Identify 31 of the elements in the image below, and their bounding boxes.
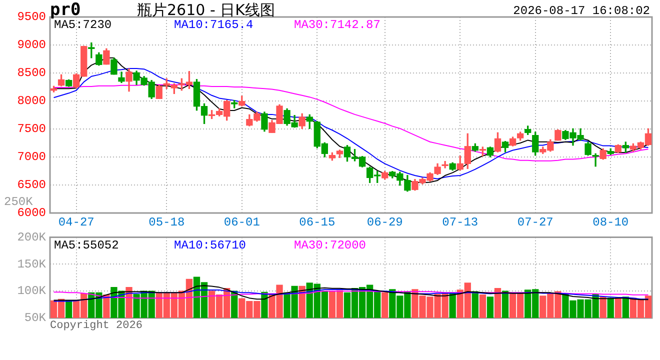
annotation: pr0 bbox=[50, 0, 81, 20]
x-tick-label: 06-15 bbox=[299, 215, 336, 230]
text: MA5:7230 bbox=[54, 18, 112, 32]
text: MA30:72000 bbox=[294, 238, 366, 252]
y-tick-label: 150K bbox=[17, 257, 47, 272]
y-tick-label: 50K bbox=[24, 311, 47, 326]
x-tick-label: 06-29 bbox=[366, 215, 403, 230]
y-tick-label: 7500 bbox=[17, 122, 46, 136]
x-tick-label: 08-10 bbox=[592, 215, 629, 230]
x-tick-label: 07-27 bbox=[517, 215, 554, 230]
y-tick-label: 100K bbox=[17, 284, 47, 298]
x-tick-label: 05-18 bbox=[148, 215, 185, 230]
y-tick-label: 200K bbox=[17, 230, 47, 244]
y-tick-label: 9500 bbox=[17, 10, 46, 24]
text: MA10:7165.4 bbox=[174, 18, 254, 32]
x-tick-label: 07-13 bbox=[442, 215, 478, 230]
y-tick-label: 9000 bbox=[17, 38, 46, 52]
text: 250K bbox=[4, 195, 33, 209]
text: MA5:55052 bbox=[54, 238, 119, 252]
annotation: 2026-08-17 16:08:02 bbox=[513, 4, 650, 18]
x-tick-label: 06-01 bbox=[224, 215, 260, 230]
x-tick-label: 04-27 bbox=[58, 215, 94, 230]
y-tick-label: 7000 bbox=[17, 150, 46, 164]
y-tick-label: 6500 bbox=[17, 178, 46, 192]
text: Copyright 2026 bbox=[50, 320, 142, 332]
y-tick-label: 6000 bbox=[17, 206, 46, 220]
y-tick-label: 8000 bbox=[17, 94, 46, 108]
y-tick-label: 8500 bbox=[17, 66, 46, 80]
text: MA10:56710 bbox=[174, 238, 246, 252]
text: MA30:7142.87 bbox=[294, 18, 380, 32]
chart-title: 瓶片2610 - 日K线图 bbox=[137, 1, 275, 20]
